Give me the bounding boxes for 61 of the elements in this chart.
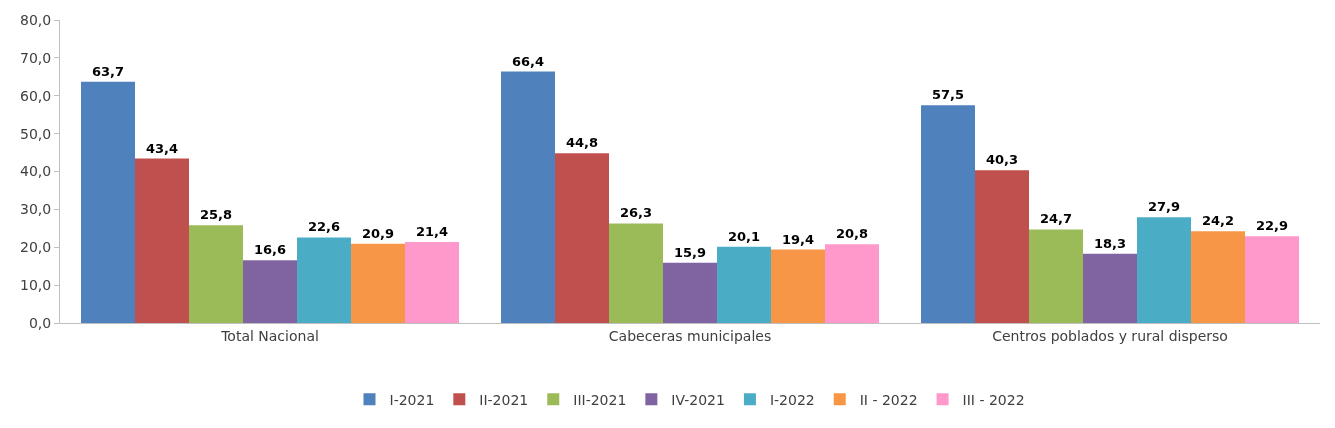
bar (1137, 217, 1191, 323)
y-tick-label: 80,0 (20, 11, 52, 28)
bar (555, 153, 609, 323)
bar (243, 260, 297, 323)
legend-label: II-2021 (479, 391, 529, 408)
data-label: 24,7 (1039, 211, 1073, 227)
y-tick-label: 50,0 (20, 125, 52, 142)
legend-label: IV-2021 (671, 391, 725, 408)
y-tick-label: 70,0 (20, 49, 52, 66)
data-label: 66,4 (511, 53, 545, 69)
y-tick-label: 60,0 (20, 87, 52, 104)
data-label: 44,8 (565, 135, 599, 151)
data-label: 15,9 (673, 244, 707, 260)
bar (975, 170, 1029, 323)
data-label: 43,4 (145, 140, 179, 156)
bar (351, 243, 405, 323)
data-label: 20,8 (835, 226, 869, 242)
bar (609, 223, 663, 323)
bar (825, 244, 879, 323)
bar (81, 81, 135, 323)
data-label: 22,9 (1255, 218, 1289, 234)
data-label: 27,9 (1147, 199, 1181, 215)
y-tick-label: 10,0 (20, 277, 52, 294)
bar (405, 241, 459, 323)
y-tick-label: 20,0 (20, 239, 52, 256)
y-tick-label: 30,0 (20, 201, 52, 218)
data-label: 22,6 (307, 219, 341, 235)
data-label: 21,4 (415, 223, 449, 239)
y-tick-label: 0,0 (28, 314, 52, 331)
data-label: 57,5 (931, 87, 965, 103)
bar (135, 158, 189, 323)
legend-label: II - 2022 (859, 391, 918, 408)
legend-label: III - 2022 (962, 391, 1025, 408)
bar (717, 246, 771, 323)
data-label: 40,3 (985, 152, 1019, 168)
data-label: 16,6 (253, 242, 287, 258)
legend-label: I-2021 (389, 391, 435, 408)
data-label: 20,9 (361, 225, 395, 241)
x-tick-label: Total Nacional (220, 327, 319, 344)
data-label: 20,1 (727, 228, 761, 244)
bar (1191, 231, 1245, 323)
bar (1083, 253, 1137, 323)
data-label: 26,3 (619, 205, 653, 221)
bar (663, 262, 717, 323)
data-label: 63,7 (91, 63, 125, 79)
data-label: 18,3 (1093, 235, 1127, 251)
data-label: 19,4 (781, 231, 815, 247)
legend-label: III-2021 (573, 391, 627, 408)
bar (921, 105, 975, 323)
data-label: 24,2 (1201, 213, 1235, 229)
legend-label: I-2022 (769, 391, 815, 408)
bar (189, 225, 243, 323)
x-tick-label: Cabeceras municipales (608, 327, 772, 344)
bar (771, 249, 825, 323)
x-tick-label: Centros poblados y rural disperso (992, 327, 1228, 344)
bar (501, 71, 555, 323)
y-tick-label: 40,0 (20, 163, 52, 180)
bar (1245, 236, 1299, 323)
bar (297, 237, 351, 323)
data-label: 25,8 (199, 207, 233, 223)
bar (1029, 229, 1083, 323)
